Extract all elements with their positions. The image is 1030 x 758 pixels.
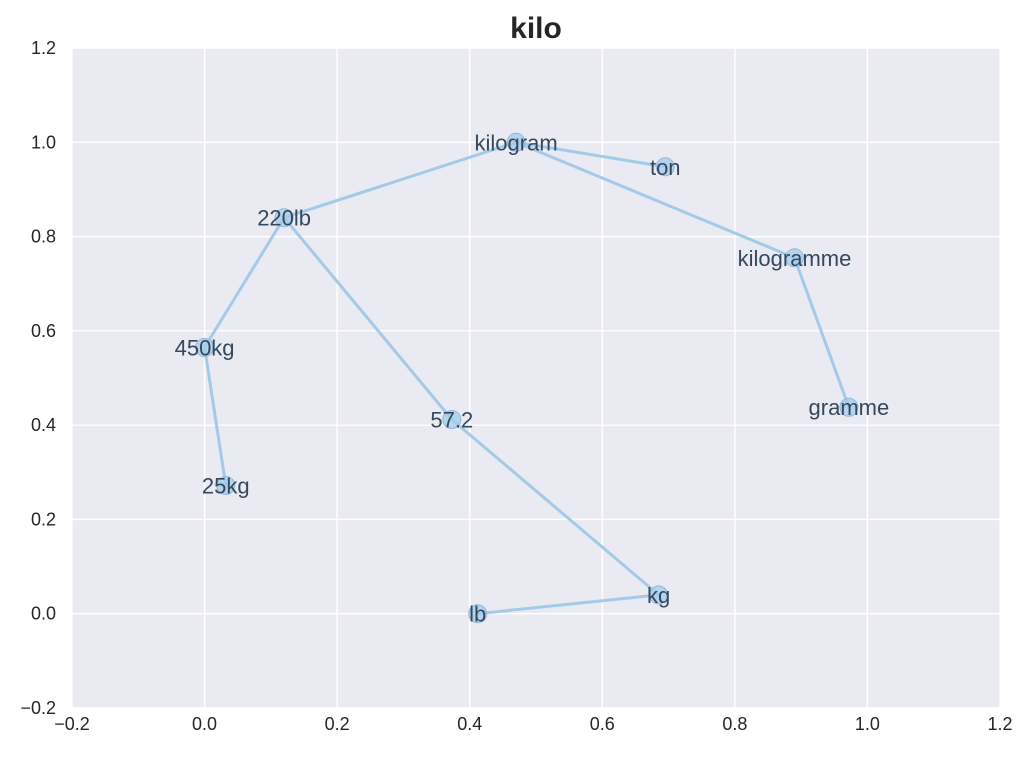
point-marker xyxy=(785,248,805,268)
edge-line xyxy=(793,256,851,409)
edge-line xyxy=(203,216,286,349)
point-label: ton xyxy=(650,155,681,180)
point-marker xyxy=(649,585,669,605)
plot-area xyxy=(72,48,1000,708)
edge-line xyxy=(282,216,454,421)
point-label: kg xyxy=(647,583,670,608)
tick-labels: −0.2 0.0 0.2 0.4 0.6 0.8 1.0 1.2 −0.2 0.0 0.2 0.4 0.… xyxy=(20,38,1012,734)
y-tick-label: 0.8 xyxy=(31,227,56,247)
edge-line xyxy=(514,140,667,169)
x-tick-label: 1.2 xyxy=(987,714,1012,734)
point-label: 220lb xyxy=(257,206,311,231)
point-marker xyxy=(195,337,215,357)
x-tick-label: 0.4 xyxy=(457,714,482,734)
grid xyxy=(71,47,1001,709)
point-label: gramme xyxy=(809,395,890,420)
edge-line xyxy=(282,140,518,220)
y-tick-label: 0.4 xyxy=(31,415,56,435)
point-marker xyxy=(506,132,526,152)
edge-line xyxy=(450,417,661,597)
y-tick-label: 1.2 xyxy=(31,38,56,58)
y-tick-label: 0.2 xyxy=(31,509,56,529)
point-marker xyxy=(655,157,675,177)
y-tick-label: 0.6 xyxy=(31,321,56,341)
x-tick-label: 0.2 xyxy=(325,714,350,734)
edge-line xyxy=(203,345,228,487)
point-marker xyxy=(274,208,294,228)
point-label: kilogramme xyxy=(738,246,852,271)
edges xyxy=(203,140,851,616)
x-tick-label: 0.0 xyxy=(192,714,217,734)
y-tick-label: 0.0 xyxy=(31,604,56,624)
point-marker xyxy=(442,409,462,429)
point-label: 25kg xyxy=(202,473,250,498)
y-tick-label: 1.0 xyxy=(31,132,56,152)
x-tick-label: 0.6 xyxy=(590,714,615,734)
point-label: 57.2 xyxy=(430,407,473,432)
points xyxy=(195,132,859,624)
point-marker xyxy=(839,397,859,417)
chart-title: kilo xyxy=(510,12,562,45)
y-tick-label: −0.2 xyxy=(20,698,56,718)
point-label: 450kg xyxy=(175,335,235,360)
x-tick-label: 1.0 xyxy=(855,714,880,734)
point-marker xyxy=(468,604,488,624)
point-label: lb xyxy=(469,602,486,627)
point-label: kilogram xyxy=(475,130,558,155)
edge-line xyxy=(476,593,661,616)
point-labels: kilogram ton 220lb kilogramme 450kg gramme 57.… xyxy=(175,130,890,626)
edge-line xyxy=(514,140,797,260)
point-marker xyxy=(216,475,236,495)
x-tick-label: 0.8 xyxy=(722,714,747,734)
x-tick-label: −0.2 xyxy=(54,714,90,734)
